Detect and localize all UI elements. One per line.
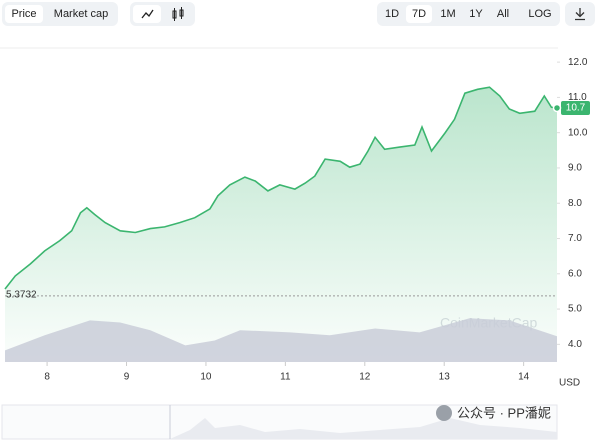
x-tick-label: 10 — [200, 372, 212, 383]
download-button[interactable] — [565, 2, 595, 26]
price-area — [5, 87, 557, 362]
range-button[interactable]: 1D — [384, 8, 400, 20]
range-group: 1D 7D 1M 1Y All LOG — [377, 2, 560, 26]
tab-group: Price Market cap — [2, 2, 118, 26]
y-tick-label: 11.0 — [568, 92, 587, 103]
y-tick-label: 4.0 — [568, 339, 582, 350]
watermark: 公众号 · PP潘妮 — [457, 405, 551, 420]
x-tick-label: 14 — [518, 372, 530, 383]
x-tick-label: 13 — [439, 372, 451, 383]
y-tick-label: 5.0 — [568, 304, 582, 315]
navigator-shape — [170, 418, 557, 439]
x-tick-label: 8 — [44, 372, 50, 383]
log-button[interactable]: LOG — [528, 8, 552, 20]
y-tick-label: 12.0 — [568, 57, 588, 68]
x-tick-label: 12 — [359, 372, 371, 383]
range-button[interactable]: 1M — [440, 8, 456, 20]
volume-area — [5, 318, 557, 362]
line-icon — [141, 9, 154, 19]
watermark-icon — [436, 405, 452, 421]
range-button[interactable]: 1Y — [469, 8, 483, 20]
y-tick-label: 7.0 — [568, 233, 582, 244]
tab[interactable]: Market cap — [53, 8, 109, 20]
tab[interactable]: Price — [5, 5, 43, 23]
candle-icon-button[interactable] — [164, 5, 192, 23]
reference-label: 5.3732 — [6, 290, 37, 301]
last-price-badge — [561, 100, 590, 115]
y-tick-label: 8.0 — [568, 198, 582, 209]
y-tick-label: 9.0 — [568, 163, 582, 174]
line-icon-button[interactable] — [133, 5, 161, 23]
last-price-dot — [552, 103, 562, 113]
range-button[interactable]: All — [496, 8, 510, 20]
candle-icon — [172, 7, 184, 21]
x-tick-label: 11 — [280, 372, 291, 383]
x-tick-label: 9 — [124, 372, 130, 383]
download-icon — [575, 8, 585, 21]
y-tick-label: 10.0 — [568, 127, 588, 138]
chart-type-group — [130, 2, 195, 26]
y-unit: USD — [559, 378, 580, 389]
y-tick-label: 6.0 — [568, 268, 582, 279]
last-price-label: 10.7 — [566, 103, 586, 114]
range-button[interactable]: 7D — [406, 5, 432, 23]
price-line — [4, 86, 558, 290]
